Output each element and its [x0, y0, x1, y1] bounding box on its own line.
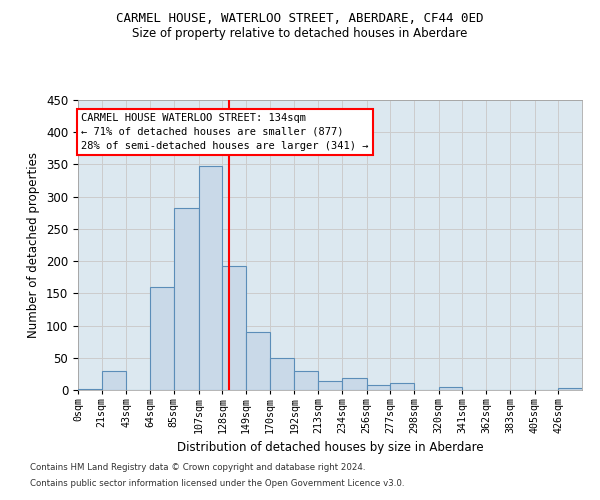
Bar	[342, 378, 367, 390]
Bar	[150, 287, 174, 390]
Text: CARMEL HOUSE, WATERLOO STREET, ABERDARE, CF44 0ED: CARMEL HOUSE, WATERLOO STREET, ABERDARE,…	[116, 12, 484, 26]
Bar	[199, 166, 223, 390]
X-axis label: Distribution of detached houses by size in Aberdare: Distribution of detached houses by size …	[176, 442, 484, 454]
Text: CARMEL HOUSE WATERLOO STREET: 134sqm
← 71% of detached houses are smaller (877)
: CARMEL HOUSE WATERLOO STREET: 134sqm ← 7…	[82, 113, 369, 151]
Bar	[223, 266, 246, 390]
Bar	[559, 388, 582, 390]
Bar	[391, 383, 414, 390]
Bar	[295, 370, 318, 390]
Y-axis label: Number of detached properties: Number of detached properties	[28, 152, 40, 338]
Bar	[367, 385, 391, 390]
Bar	[174, 208, 199, 390]
Text: Contains HM Land Registry data © Crown copyright and database right 2024.: Contains HM Land Registry data © Crown c…	[30, 464, 365, 472]
Bar	[439, 387, 463, 390]
Bar	[101, 370, 127, 390]
Text: Contains public sector information licensed under the Open Government Licence v3: Contains public sector information licen…	[30, 478, 404, 488]
Bar	[269, 358, 295, 390]
Text: Size of property relative to detached houses in Aberdare: Size of property relative to detached ho…	[133, 28, 467, 40]
Bar	[246, 332, 269, 390]
Bar	[78, 388, 101, 390]
Bar	[318, 381, 342, 390]
